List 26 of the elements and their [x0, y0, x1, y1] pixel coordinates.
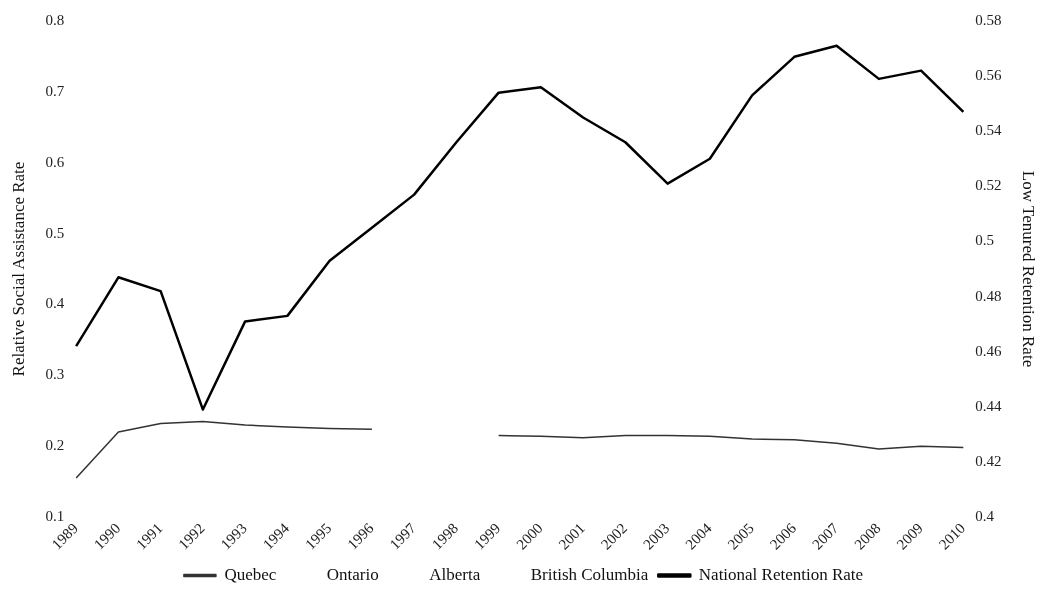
y2-tick-label: 0.42 — [975, 452, 1002, 469]
y2-tick-label: 0.54 — [975, 122, 1003, 139]
text: Alberta — [429, 564, 481, 584]
y-tick-label: 0.8 — [45, 11, 65, 28]
legend-label: National Retention Rate — [698, 564, 864, 584]
y2-axis-title: Low Tenured Retention Rate — [1019, 170, 1039, 368]
y-tick-label: 0.3 — [45, 366, 65, 383]
y-tick-label: 0.4 — [45, 295, 65, 312]
y-tick-label: 0.5 — [45, 224, 65, 241]
y2-tick-label: 0.58 — [975, 11, 1002, 28]
y-axis-title: Relative Social Assistance Rate — [8, 161, 28, 377]
legend-label: Quebec — [224, 564, 277, 584]
y2-tick-label: 0.4 — [975, 508, 995, 524]
y2-tick-label: 0.52 — [975, 177, 1002, 194]
y2-tick-label: 0.44 — [975, 397, 1003, 414]
y2-tick-label: 0.48 — [975, 287, 1002, 304]
text: British Columbia — [530, 564, 649, 584]
y2-tick-label: 0.56 — [975, 67, 1003, 84]
y-tick-label: 0.7 — [45, 82, 65, 99]
text: Ontario — [326, 564, 379, 584]
y-tick-label: 0.6 — [45, 153, 65, 170]
y2-tick-label: 0.46 — [975, 342, 1003, 359]
y2-tick-label: 0.5 — [975, 232, 995, 249]
y-tick-label: 0.2 — [45, 437, 65, 454]
y-tick-label: 0.1 — [45, 508, 65, 524]
x-tick-label: 1990 — [90, 520, 124, 553]
